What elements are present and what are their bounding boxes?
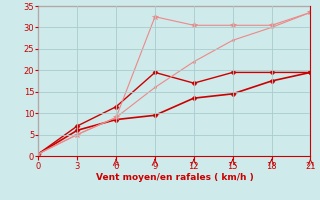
X-axis label: Vent moyen/en rafales ( km/h ): Vent moyen/en rafales ( km/h )	[96, 173, 253, 182]
